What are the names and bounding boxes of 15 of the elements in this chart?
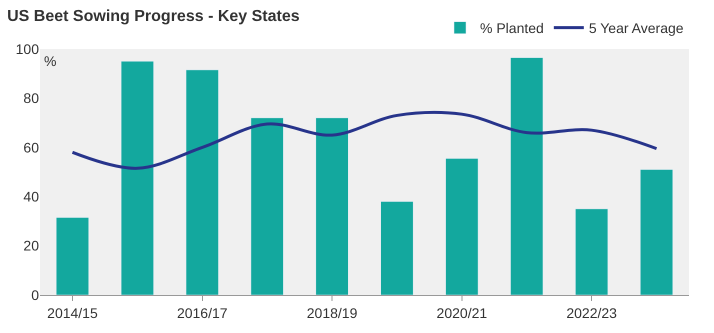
x-tick-label: 2016/17: [176, 304, 228, 321]
x-tick-label: 2020/21: [436, 304, 488, 321]
y-tick-label: 40: [23, 188, 40, 204]
x-tick-label: 2022/23: [566, 304, 618, 321]
legend-label: 5 Year Average: [588, 20, 684, 36]
y-tick-label: 100: [16, 40, 40, 57]
chart-title: US Beet Sowing Progress - Key States: [7, 8, 300, 26]
y-tick-label: 0: [31, 286, 40, 303]
y-tick-label: 80: [23, 90, 40, 106]
x-tick-label: 2018/19: [306, 304, 358, 321]
y-tick-label: 60: [23, 139, 40, 156]
y-axis-title: %: [44, 53, 56, 69]
legend-label: % Planted: [480, 20, 544, 36]
y-tick-label: 20: [23, 238, 40, 254]
x-tick-label: 2014/15: [47, 304, 98, 321]
